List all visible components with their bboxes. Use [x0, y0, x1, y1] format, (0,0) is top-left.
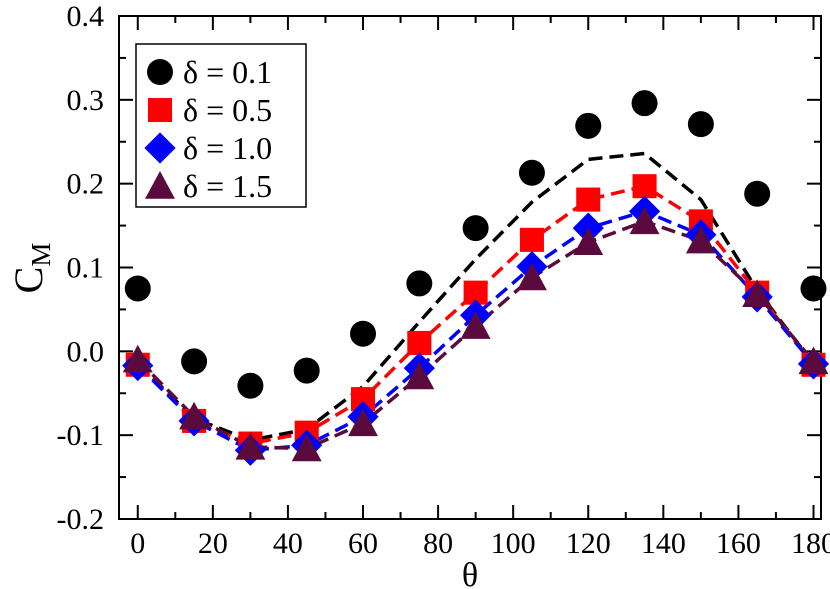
data-point — [350, 320, 377, 347]
legend: δ = 0.1δ = 0.5δ = 1.0δ = 1.5 — [135, 43, 307, 208]
data-point — [462, 215, 489, 242]
x-tick-label: 0 — [130, 527, 145, 560]
y-tick-label: -0.2 — [57, 503, 105, 536]
data-point — [516, 262, 547, 291]
legend-label-4: δ = 1.5 — [183, 168, 272, 204]
x-tick-label: 40 — [273, 527, 303, 560]
y-axis-label: CM — [6, 243, 56, 294]
legend-marker-3 — [144, 132, 176, 164]
x-tick-label: 140 — [641, 527, 686, 560]
legend-marker-2 — [147, 97, 173, 123]
data-point — [518, 159, 545, 186]
data-point — [179, 401, 210, 430]
data-point — [124, 275, 151, 302]
data-point — [406, 270, 433, 297]
x-tick-label: 80 — [423, 527, 453, 560]
data-point — [519, 227, 544, 252]
series-markers — [122, 90, 830, 466]
legend-label-3: δ = 1.0 — [183, 130, 272, 166]
data-point — [685, 225, 716, 254]
data-point — [122, 344, 153, 373]
legend-items: δ = 0.1δ = 0.5δ = 1.0δ = 1.5 — [144, 54, 272, 204]
data-point — [235, 431, 266, 460]
y-tick-label: 0.2 — [67, 168, 105, 201]
y-tick-label: -0.1 — [57, 419, 105, 452]
data-point — [631, 90, 658, 117]
x-tick-label: 100 — [491, 527, 536, 560]
series-4 — [122, 206, 829, 462]
data-point — [798, 346, 829, 375]
x-tick-label: 60 — [348, 527, 378, 560]
x-tick-label: 120 — [566, 527, 611, 560]
x-tick-label: 20 — [198, 527, 228, 560]
y-tick-label: 0.0 — [67, 335, 105, 368]
data-point — [404, 361, 435, 390]
series-1 — [124, 90, 827, 399]
data-point — [181, 348, 208, 375]
x-tick-label: 180 — [791, 527, 830, 560]
data-point — [460, 311, 491, 339]
data-point — [237, 372, 264, 399]
data-point — [800, 275, 827, 302]
y-axis-label-sub: M — [26, 243, 56, 267]
data-point — [744, 180, 771, 207]
legend-label-1: δ = 0.1 — [183, 54, 272, 90]
x-tick-label: 160 — [716, 527, 761, 560]
y-tick-label: 0.1 — [67, 252, 105, 285]
y-axis-label-main: C — [6, 267, 51, 294]
data-point — [573, 227, 604, 256]
data-point — [629, 206, 660, 235]
data-point — [348, 408, 378, 437]
data-point — [576, 187, 601, 212]
data-point — [293, 357, 320, 384]
legend-marker-1 — [147, 59, 173, 85]
data-point — [742, 279, 773, 308]
data-point — [575, 112, 602, 139]
data-point — [632, 174, 657, 199]
data-point — [687, 111, 714, 138]
x-axis-label: θ — [462, 557, 478, 589]
legend-label-2: δ = 0.5 — [183, 92, 272, 128]
legend-marker-4 — [145, 171, 175, 199]
data-point — [407, 330, 432, 355]
y-tick-label: 0.3 — [67, 84, 105, 117]
y-tick-label: 0.4 — [67, 0, 105, 33]
data-point — [291, 433, 322, 462]
y-axis-ticks: -0.2 -0.1 0.0 0.1 0.2 0.3 0.4 — [57, 0, 821, 536]
x-axis-ticks: 0 20 40 60 80 100 120 140 160 180 — [130, 16, 830, 560]
